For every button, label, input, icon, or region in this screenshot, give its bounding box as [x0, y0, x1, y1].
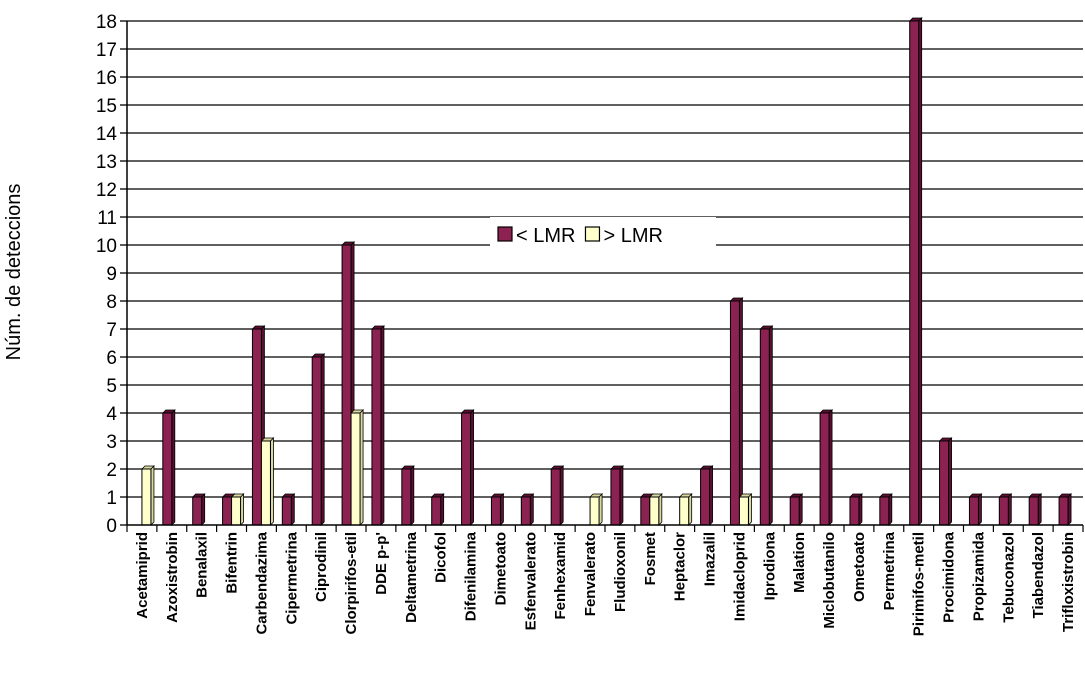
bar	[232, 494, 244, 525]
bar	[701, 466, 713, 525]
bar	[940, 438, 952, 525]
x-tick-label: Deltametrina	[403, 531, 420, 623]
y-tick-label: 11	[97, 208, 117, 229]
y-tick-label: 2	[106, 460, 117, 481]
bar	[730, 298, 742, 525]
legend-swatch	[585, 227, 599, 241]
y-tick-label: 1	[106, 488, 117, 509]
x-tick-label: Bifentrin	[224, 532, 241, 594]
x-axis-ticks: Acetamiprid Azoxistrobin Benalaxil Bifentri…	[127, 525, 1083, 636]
bar	[650, 494, 662, 525]
x-tick-label: Fosmet	[642, 532, 659, 585]
x-tick-label: Imidacloprid	[731, 532, 748, 621]
x-tick-label: Azoxistrobin	[164, 532, 181, 623]
y-tick-label: 18	[96, 12, 117, 33]
x-tick-label: Fenhexamid	[552, 532, 569, 620]
x-tick-label: DDE p-p'	[373, 532, 390, 595]
bar	[193, 494, 205, 525]
bar	[163, 410, 175, 525]
bar	[521, 494, 533, 525]
legend: < LMR > LMR	[490, 217, 716, 251]
x-tick-label: Tebuconazol	[1000, 532, 1017, 623]
bar	[590, 494, 602, 525]
x-tick-label: Tiabendazol	[1030, 532, 1047, 618]
y-tick-label: 17	[96, 40, 117, 61]
legend-label: < LMR	[516, 225, 575, 247]
bar	[680, 494, 692, 525]
bar	[402, 466, 414, 525]
bar	[790, 494, 802, 525]
bar	[551, 466, 563, 525]
bar	[462, 410, 474, 525]
y-tick-label: 4	[106, 404, 117, 425]
x-tick-label: Permetrina	[881, 531, 898, 610]
bar	[820, 410, 832, 525]
bar	[1059, 494, 1071, 525]
x-tick-label: Imazalil	[702, 532, 719, 586]
x-tick-label: Miclobutanilo	[821, 532, 838, 629]
x-tick-label: Ciprodinil	[313, 532, 330, 602]
y-tick-label: 0	[106, 516, 117, 537]
y-axis-label: Núm. de deteccions	[3, 184, 25, 361]
y-tick-label: 10	[96, 236, 117, 257]
legend-label: > LMR	[603, 225, 662, 247]
grid-lines	[127, 21, 1083, 497]
bar	[432, 494, 444, 525]
x-tick-label: Pirimifos-metil	[911, 532, 928, 636]
y-tick-label: 8	[106, 292, 117, 313]
bar	[999, 494, 1011, 525]
x-tick-label: Procimidona	[941, 531, 958, 623]
x-tick-label: Ometoato	[851, 532, 868, 602]
bar	[850, 494, 862, 525]
y-tick-label: 3	[106, 432, 117, 453]
x-tick-label: Esfenvalerato	[522, 532, 539, 630]
bar	[491, 494, 503, 525]
y-tick-label: 15	[96, 96, 117, 117]
bar	[910, 18, 922, 525]
x-tick-label: Fenvalerato	[582, 532, 599, 616]
bar	[760, 326, 772, 525]
y-tick-label: 6	[106, 348, 117, 369]
x-tick-label: Dicofol	[433, 532, 450, 583]
x-tick-label: Benalaxil	[194, 532, 211, 598]
x-tick-label: Malation	[791, 532, 808, 593]
x-tick-label: Fludioxonil	[612, 532, 629, 612]
y-tick-label: 5	[106, 376, 117, 397]
y-tick-label: 7	[106, 320, 117, 341]
y-tick-label: 16	[96, 68, 117, 89]
x-tick-label: Carbendazima	[253, 531, 270, 634]
x-tick-label: Dimetoato	[492, 532, 509, 605]
y-tick-label: 12	[96, 180, 117, 201]
x-tick-label: Cipermetrina	[283, 531, 300, 624]
bar	[372, 326, 384, 525]
bar	[969, 494, 981, 525]
x-tick-label: Acetamiprid	[134, 532, 151, 619]
bar	[611, 466, 623, 525]
bar	[739, 494, 751, 525]
x-tick-label: Trifloxistrobin	[1060, 532, 1077, 632]
bar	[880, 494, 892, 525]
x-tick-label: Clorpirifos-etil	[343, 532, 360, 635]
x-tick-label: Heptaclor	[672, 532, 689, 601]
bar	[1029, 494, 1041, 525]
y-tick-label: 9	[106, 264, 117, 285]
x-tick-label: Propizamida	[970, 531, 987, 621]
bar	[312, 354, 324, 525]
legend-swatch	[498, 227, 512, 241]
y-tick-label: 13	[96, 152, 117, 173]
bar	[261, 438, 273, 525]
y-tick-label: 14	[96, 124, 118, 145]
bar	[282, 494, 294, 525]
x-tick-label: Iprodiona	[761, 531, 778, 600]
bar	[142, 466, 154, 525]
bars	[142, 18, 1071, 525]
x-tick-label: Difenilamina	[463, 531, 480, 621]
bar	[351, 410, 363, 525]
